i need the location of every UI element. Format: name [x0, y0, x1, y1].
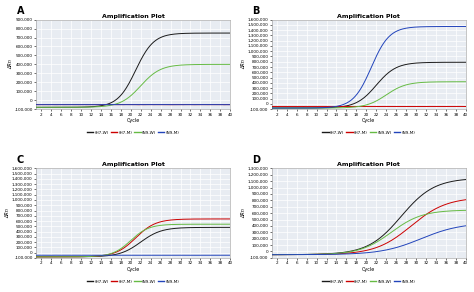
- X-axis label: Cycle: Cycle: [127, 267, 140, 272]
- Legend: (H7-W), (H7-M), (N9-W), (N9-M): (H7-W), (H7-M), (N9-W), (N9-M): [322, 280, 415, 284]
- Legend: (H7-W), (H7-M), (N9-W), (N9-M): (H7-W), (H7-M), (N9-W), (N9-M): [322, 131, 415, 135]
- X-axis label: Cycle: Cycle: [127, 118, 140, 123]
- Text: C: C: [17, 155, 24, 165]
- Y-axis label: ΔRn: ΔRn: [241, 60, 246, 69]
- Title: Amplification Plot: Amplification Plot: [337, 13, 400, 19]
- Text: D: D: [252, 155, 260, 165]
- Y-axis label: ΔRn: ΔRn: [241, 208, 246, 218]
- Title: Amplification Plot: Amplification Plot: [102, 162, 164, 167]
- Text: B: B: [252, 6, 260, 16]
- Title: Amplification Plot: Amplification Plot: [102, 13, 164, 19]
- Y-axis label: ΔRn: ΔRn: [8, 60, 13, 69]
- Legend: (H7-W), (H7-M), (N9-W), (N9-M): (H7-W), (H7-M), (N9-W), (N9-M): [87, 280, 180, 284]
- X-axis label: Cycle: Cycle: [362, 118, 375, 123]
- Legend: (H7-W), (H7-M), (N9-W), (N9-M): (H7-W), (H7-M), (N9-W), (N9-M): [87, 131, 180, 135]
- Title: Amplification Plot: Amplification Plot: [337, 162, 400, 167]
- X-axis label: Cycle: Cycle: [362, 267, 375, 272]
- Y-axis label: ΔRn: ΔRn: [6, 208, 10, 218]
- Text: A: A: [17, 6, 24, 16]
